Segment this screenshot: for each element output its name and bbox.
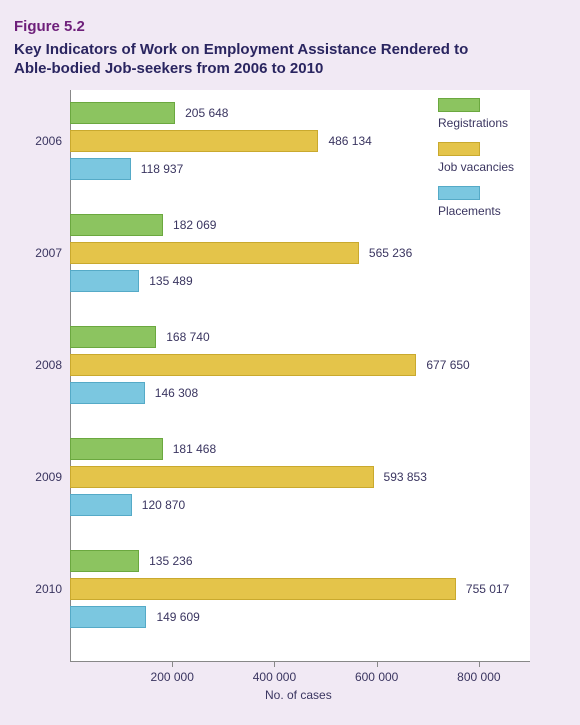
- legend-swatch-plc: [438, 186, 480, 200]
- bar-2007-vac: [70, 242, 359, 264]
- year-label-2008: 2008: [22, 358, 62, 372]
- bar-2008-reg: [70, 326, 156, 348]
- value-label-2008-vac: 677 650: [426, 358, 469, 372]
- bar-2007-plc: [70, 270, 139, 292]
- figure-page: Figure 5.2 Key Indicators of Work on Emp…: [0, 0, 580, 725]
- figure-label: Figure 5.2: [14, 18, 566, 35]
- value-label-2008-reg: 168 740: [166, 330, 209, 344]
- legend-swatch-reg: [438, 98, 480, 112]
- x-tick-label: 800 000: [457, 670, 500, 684]
- value-label-2010-reg: 135 236: [149, 554, 192, 568]
- year-label-2010: 2010: [22, 582, 62, 596]
- value-label-2006-plc: 118 937: [141, 162, 184, 176]
- x-tick: [172, 662, 173, 667]
- figure-title: Key Indicators of Work on Employment Ass…: [14, 41, 494, 79]
- bar-2008-vac: [70, 354, 416, 376]
- value-label-2008-plc: 146 308: [155, 386, 198, 400]
- year-label-2009: 2009: [22, 470, 62, 484]
- x-tick: [274, 662, 275, 667]
- legend-label-vac: Job vacancies: [438, 160, 514, 174]
- value-label-2009-vac: 593 853: [384, 470, 427, 484]
- x-axis-title: No. of cases: [265, 688, 332, 702]
- bar-2010-vac: [70, 578, 456, 600]
- value-label-2010-vac: 755 017: [466, 582, 509, 596]
- bar-2010-plc: [70, 606, 146, 628]
- value-label-2007-reg: 182 069: [173, 218, 216, 232]
- x-tick: [479, 662, 480, 667]
- bar-2006-reg: [70, 102, 175, 124]
- x-tick-label: 600 000: [355, 670, 398, 684]
- chart-plot-area: 205 648486 134118 9372006182 069565 2361…: [70, 90, 530, 662]
- value-label-2009-reg: 181 468: [173, 442, 216, 456]
- x-tick-label: 200 000: [151, 670, 194, 684]
- value-label-2007-plc: 135 489: [149, 274, 192, 288]
- bar-2010-reg: [70, 550, 139, 572]
- legend-swatch-vac: [438, 142, 480, 156]
- x-tick: [377, 662, 378, 667]
- legend-label-plc: Placements: [438, 204, 501, 218]
- value-label-2006-vac: 486 134: [328, 134, 371, 148]
- bar-2006-vac: [70, 130, 318, 152]
- value-label-2006-reg: 205 648: [185, 106, 228, 120]
- bar-2007-reg: [70, 214, 163, 236]
- legend: Registrations Job vacancies Placements: [438, 98, 514, 230]
- year-label-2006: 2006: [22, 134, 62, 148]
- bar-2006-plc: [70, 158, 131, 180]
- legend-item-plc: Placements: [438, 186, 514, 218]
- bar-2009-vac: [70, 466, 374, 488]
- x-tick-label: 400 000: [253, 670, 296, 684]
- legend-label-reg: Registrations: [438, 116, 508, 130]
- bar-2009-plc: [70, 494, 132, 516]
- value-label-2007-vac: 565 236: [369, 246, 412, 260]
- x-axis-line: [70, 661, 530, 662]
- legend-item-reg: Registrations: [438, 98, 514, 130]
- year-label-2007: 2007: [22, 246, 62, 260]
- legend-item-vac: Job vacancies: [438, 142, 514, 174]
- value-label-2009-plc: 120 870: [142, 498, 185, 512]
- value-label-2010-plc: 149 609: [156, 610, 199, 624]
- bar-2009-reg: [70, 438, 163, 460]
- bar-2008-plc: [70, 382, 145, 404]
